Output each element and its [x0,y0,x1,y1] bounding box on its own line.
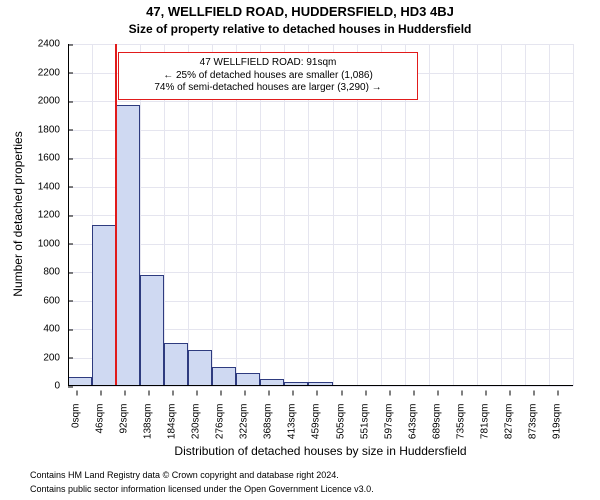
y-tick: 600 [20,295,68,306]
annotation-line-2: ← 25% of detached houses are smaller (1,… [123,70,413,83]
x-axis-label: Distribution of detached houses by size … [68,444,573,458]
y-tick: 1000 [20,238,68,249]
y-tick: 800 [20,267,68,278]
y-tick: 400 [20,324,68,335]
footer-line-2: Contains public sector information licen… [30,484,374,494]
y-tick: 2400 [20,39,68,50]
y-tick: 1800 [20,124,68,135]
y-tick: 2000 [20,96,68,107]
y-tick: 1400 [20,181,68,192]
y-tick: 200 [20,352,68,363]
plot-area: 0200400600800100012001400160018002000220… [68,44,573,386]
y-axis-label: Number of detached properties [11,43,25,385]
footer-line-1: Contains HM Land Registry data © Crown c… [30,470,339,480]
chart-title: 47, WELLFIELD ROAD, HUDDERSFIELD, HD3 4B… [0,4,600,19]
annotation-line-1: 47 WELLFIELD ROAD: 91sqm [123,57,413,70]
y-tick: 2200 [20,67,68,78]
annotation-line-3: 74% of semi-detached houses are larger (… [123,82,413,95]
y-tick: 1200 [20,210,68,221]
chart-subtitle: Size of property relative to detached ho… [0,22,600,36]
y-tick: 1600 [20,153,68,164]
chart-canvas: 47, WELLFIELD ROAD, HUDDERSFIELD, HD3 4B… [0,0,600,500]
y-tick: 0 [20,381,68,392]
annotation-box: 47 WELLFIELD ROAD: 91sqm ← 25% of detach… [118,52,418,100]
